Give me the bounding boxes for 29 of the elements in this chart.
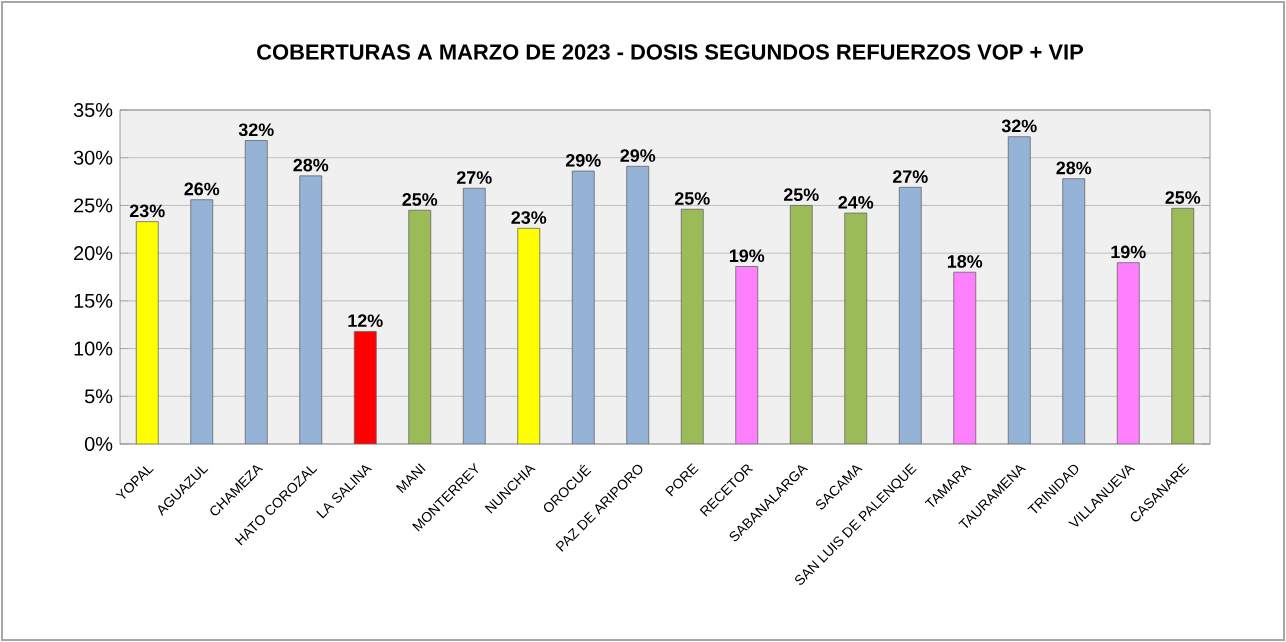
data-label: 12% <box>348 314 383 327</box>
data-label: 23% <box>129 204 165 218</box>
data-label: 25% <box>674 192 710 205</box>
data-label: 28% <box>293 158 329 172</box>
data-label: 19% <box>1111 245 1146 259</box>
data-label: 28% <box>1056 161 1092 175</box>
y-tick-label: 5% <box>84 389 113 404</box>
data-label: 24% <box>838 195 874 209</box>
data-label: 32% <box>1001 119 1037 133</box>
data-label: 25% <box>402 193 438 206</box>
data-label: 32% <box>238 123 274 137</box>
data-label: 27% <box>892 170 928 183</box>
y-tick-label: 20% <box>74 246 113 261</box>
data-label: 23% <box>511 211 547 224</box>
y-tick-label: 30% <box>73 150 113 165</box>
y-tick-label: 0% <box>84 436 113 452</box>
y-tick-label: 15% <box>74 293 113 308</box>
y-tick-label: 35% <box>73 102 113 118</box>
data-label: 25% <box>1165 191 1201 204</box>
data-label: 25% <box>783 188 819 202</box>
data-label: 18% <box>947 255 983 268</box>
data-label: 27% <box>456 171 492 184</box>
data-label: 29% <box>620 149 656 162</box>
y-tick-label: 25% <box>74 198 113 213</box>
y-tick-label: 10% <box>74 341 113 356</box>
data-label: 19% <box>729 249 765 263</box>
data-label: 29% <box>565 153 601 167</box>
chart-title: COBERTURAS A MARZO DE 2023 - DOSIS SEGUNDOS REFUERZOS VOP + VIP <box>257 44 1083 60</box>
data-label: 26% <box>184 182 220 196</box>
